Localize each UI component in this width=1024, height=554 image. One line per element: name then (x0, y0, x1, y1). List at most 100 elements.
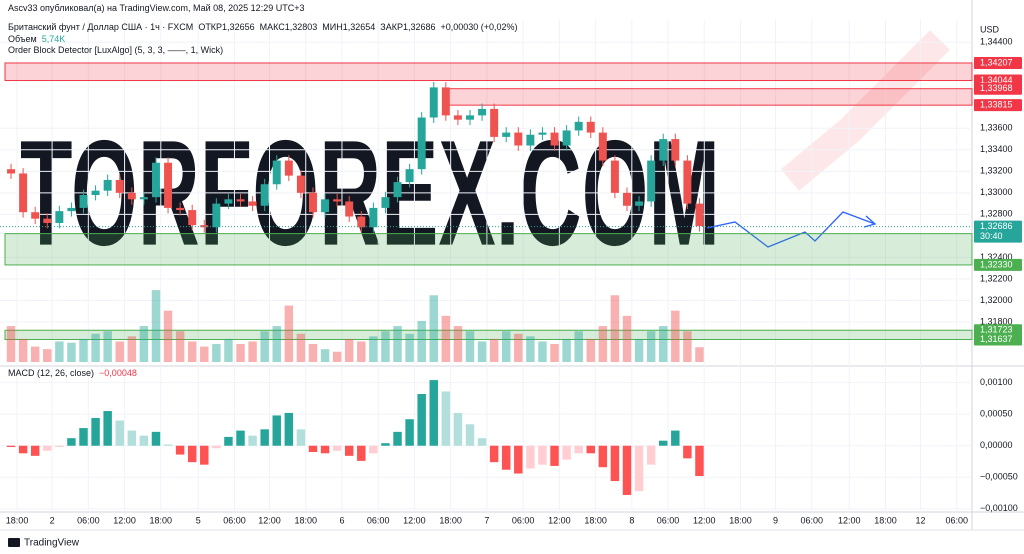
volume-bar (127, 336, 137, 362)
y-tick-label: 1,33000 (980, 187, 1013, 197)
candle-body (514, 132, 523, 146)
candle-body (284, 160, 293, 176)
macd-bar (55, 445, 64, 447)
y-tick-label: 1,32400 (980, 252, 1013, 262)
zone-axis-box (974, 99, 1022, 112)
volume-bar (369, 336, 378, 362)
macd-bar (200, 445, 209, 465)
macd-bar (248, 435, 257, 446)
volume-bar (320, 349, 330, 362)
volume-bar (501, 331, 511, 362)
volume-bar (332, 351, 342, 362)
candle-body (43, 218, 52, 223)
y-tick-label: 1,33200 (980, 166, 1013, 176)
volume-bar (646, 331, 656, 362)
macd-bar (381, 443, 390, 446)
volume-bar (610, 295, 620, 362)
tradingview-logo: TradingView (8, 538, 80, 549)
volume-bar (151, 290, 161, 362)
macd-bar (622, 445, 632, 495)
zone-axis-label: 1,33968 (980, 83, 1013, 93)
macd-bar (18, 445, 28, 454)
macd-tick-label: −0,00050 (980, 472, 1018, 482)
macd-bar (91, 417, 100, 446)
candle-body (526, 134, 535, 146)
candle-body (562, 130, 571, 146)
x-tick-label: 12:00 (548, 515, 571, 525)
y-tick-label: 1,33400 (980, 144, 1013, 154)
order-block (4, 329, 973, 340)
zone-axis-box (974, 324, 1022, 337)
x-tick-label: 06:00 (223, 515, 246, 525)
candle-body (139, 197, 148, 200)
zone-axis-box (974, 258, 1022, 271)
macd-bar (429, 380, 438, 446)
macd-bar (163, 444, 173, 446)
volume-bar (659, 326, 668, 362)
candle-body (695, 203, 704, 227)
volume-bar (562, 338, 571, 362)
candle-body (381, 197, 390, 208)
macd-bar (151, 431, 161, 446)
macd-bar (586, 445, 595, 454)
volume-bar (67, 342, 76, 362)
zone-axis-box (974, 56, 1022, 69)
macd-bar (79, 428, 88, 446)
x-tick-label: 6 (339, 515, 344, 525)
macd-bar (332, 445, 342, 451)
volume-bar (91, 333, 100, 362)
candle-body (623, 192, 631, 206)
macd-legend: MACD (12, 26, close) −0,00048 (8, 368, 137, 378)
volume-bar (344, 338, 354, 362)
candle-body (357, 216, 366, 228)
x-tick-label: 18:00 (584, 515, 607, 525)
volume-bar (18, 338, 28, 362)
volume-bar (284, 305, 294, 362)
volume-value: 5,74K (41, 34, 66, 44)
volume-bar (175, 331, 185, 362)
volume-bar (308, 344, 318, 362)
symbol: Британский фунт / Доллар США · 1ч · FXCM (8, 22, 194, 32)
y-tick-label: 1,32800 (980, 209, 1013, 219)
macd-tick-label: 0,00000 (980, 440, 1013, 450)
macd-bar (393, 431, 402, 446)
candle-body (67, 207, 76, 212)
zone-axis-label: 1,34044 (980, 75, 1013, 85)
x-tick-label: 12 (915, 515, 925, 525)
volume-bar (55, 341, 64, 362)
volume-bar (586, 338, 595, 362)
x-tick-label: 06:00 (945, 515, 968, 525)
x-tick-label: 06:00 (512, 515, 535, 525)
macd-tick-label: 0,00050 (980, 409, 1013, 419)
volume-bar (248, 341, 257, 362)
x-tick-label: 12:00 (403, 515, 426, 525)
candle-body (610, 160, 619, 193)
candle-body (260, 184, 269, 206)
volume-bar (405, 333, 414, 362)
candle-body (188, 210, 197, 226)
order-block (4, 233, 973, 266)
x-tick-label: 18:00 (294, 515, 317, 525)
zone-axis-label: 1,32330 (980, 259, 1013, 269)
x-tick-label: 9 (773, 515, 778, 525)
currency: USD (980, 24, 1000, 34)
macd-tick-label: 0,00100 (980, 377, 1013, 387)
brand: TradingView (24, 538, 80, 549)
x-tick-label: 7 (484, 515, 489, 525)
candle-body (598, 132, 607, 161)
volume-bar (526, 336, 535, 362)
x-tick-label: 5 (196, 515, 201, 525)
volume-bar (465, 331, 475, 362)
volume-bar (683, 331, 692, 362)
volume-bar (139, 326, 149, 362)
candle-body (550, 132, 559, 146)
candle-body (369, 207, 378, 228)
candle-body (647, 160, 656, 202)
candle-body (91, 190, 100, 195)
macd-title: MACD (12, 26, close) (8, 368, 95, 378)
volume-legend: Объем 5,74K (8, 34, 65, 44)
volume-bar (115, 341, 124, 362)
candle-body (574, 121, 583, 131)
volume-bar (393, 326, 402, 362)
macd-bar (236, 430, 245, 446)
